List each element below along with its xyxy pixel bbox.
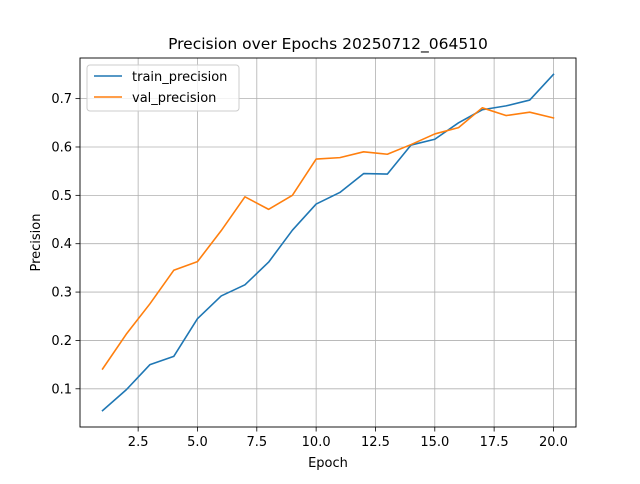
- axis-ticks: 2.5 5.0 7.5 10.0 12.5 15.0 17.5 20.0 0.1 0.2 0.3 0.…: [51, 92, 568, 450]
- y-tick-label: 0.1: [51, 382, 72, 397]
- legend-label-val-precision: val_precision: [132, 91, 216, 106]
- y-tick-label: 0.3: [51, 286, 72, 301]
- x-tick-label: 15.0: [420, 435, 449, 450]
- y-tick-label: 0.6: [51, 140, 72, 155]
- legend: train_precision val_precision: [86, 64, 240, 112]
- y-tick-label: 0.2: [51, 334, 72, 349]
- y-axis-label: Precision: [29, 213, 44, 271]
- y-tick-label: 0.5: [51, 189, 72, 204]
- plot-frame: [79, 57, 577, 428]
- x-tick-label: 12.5: [361, 435, 390, 450]
- x-tick-label: 17.5: [480, 435, 509, 450]
- y-tick-label: 0.7: [51, 92, 72, 107]
- grid-lines: [80, 58, 576, 427]
- x-tick-label: 7.5: [246, 435, 267, 450]
- x-tick-label: 5.0: [187, 435, 208, 450]
- legend-box: [86, 64, 240, 112]
- x-axis-label: Epoch: [308, 456, 348, 471]
- series-line-val-precision: [101, 107, 555, 371]
- legend-label-train-precision: train_precision: [132, 70, 227, 85]
- x-tick-label: 2.5: [128, 435, 149, 450]
- plot-series: [101, 73, 555, 412]
- chart-title: Precision over Epochs 20250712_064510: [168, 35, 488, 54]
- y-tick-label: 0.4: [51, 237, 72, 252]
- x-tick-label: 20.0: [539, 435, 568, 450]
- x-tick-label: 10.0: [302, 435, 331, 450]
